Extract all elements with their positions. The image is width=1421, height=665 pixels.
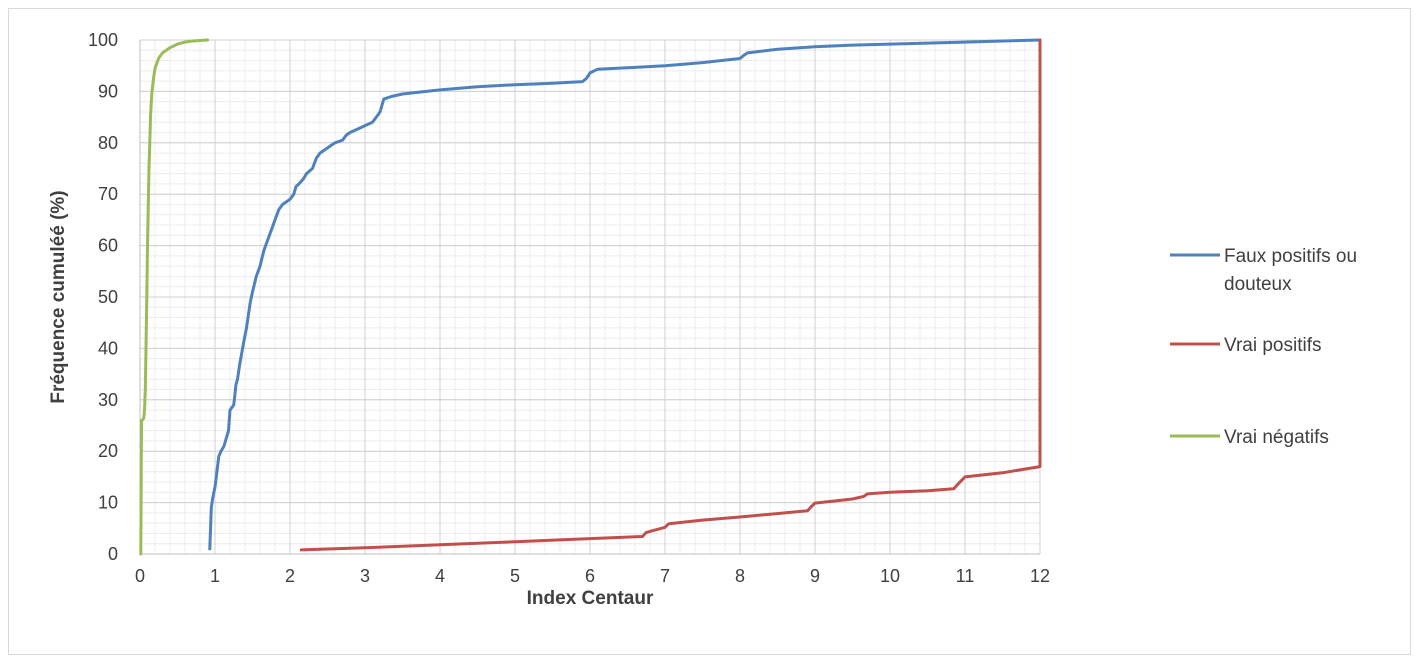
- x-tick-label: 2: [285, 566, 295, 586]
- x-tick-label: 7: [660, 566, 670, 586]
- x-tick-label: 6: [585, 566, 595, 586]
- y-tick-label: 100: [88, 30, 118, 50]
- series-line-2: [299, 38, 1042, 552]
- x-axis-title: Index Centaur: [527, 588, 654, 609]
- y-tick-label: 60: [98, 236, 118, 256]
- y-tick-label: 50: [98, 287, 118, 307]
- y-axis-title: Fréquence cumuléé (%): [48, 190, 69, 403]
- y-tick-label: 40: [98, 338, 118, 358]
- series-lines: [139, 38, 1042, 556]
- x-tick-label: 3: [360, 566, 370, 586]
- x-tick-label: 4: [435, 566, 445, 586]
- legend: Faux positifs ou douteux Vrai positifs Vrai…: [1170, 246, 1357, 448]
- x-tick-label: 9: [810, 566, 820, 586]
- y-tick-label: 30: [98, 390, 118, 410]
- x-tick-label: 10: [880, 566, 900, 586]
- x-tick-label: 11: [956, 566, 975, 586]
- y-axis-tick-labels: 0 10 20 30 40 50 60 70 80 90 100: [88, 30, 118, 564]
- legend-label-2: Vrai positifs: [1224, 335, 1322, 356]
- x-tick-label: 12: [1030, 566, 1050, 586]
- x-tick-label: 1: [210, 566, 220, 586]
- y-tick-label: 80: [98, 133, 118, 153]
- x-tick-label: 0: [135, 566, 145, 586]
- y-tick-label: 90: [98, 81, 118, 101]
- x-tick-label: 8: [735, 566, 745, 586]
- y-tick-label: 0: [108, 544, 118, 564]
- x-tick-label: 5: [510, 566, 520, 586]
- series-line-3: [139, 38, 209, 556]
- y-tick-label: 10: [98, 493, 118, 513]
- legend-label-1: Faux positifs ou douteux: [1224, 246, 1357, 295]
- x-axis-tick-labels: 0 1 2 3 4 5 6 7 8 9 10 11 12: [135, 566, 1050, 586]
- legend-label-3: Vrai négatifs: [1224, 427, 1329, 448]
- series-line-1: [208, 38, 1042, 551]
- y-tick-label: 20: [98, 441, 118, 461]
- y-tick-label: 70: [98, 184, 118, 204]
